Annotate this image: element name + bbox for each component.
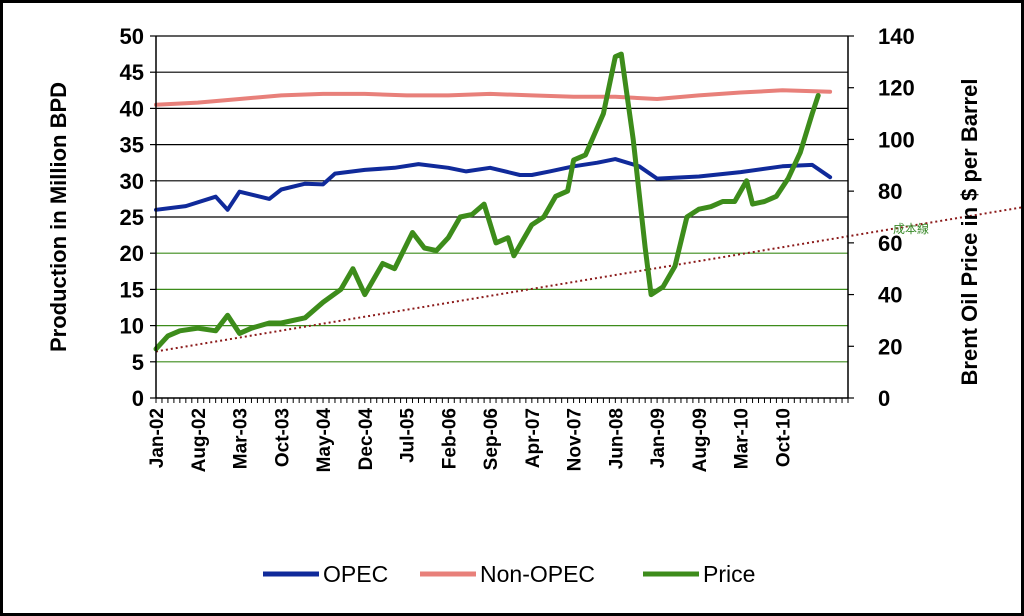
trend-line [155, 206, 1024, 353]
left-tick-label: 20 [120, 241, 144, 266]
left-tick-label: 30 [120, 169, 144, 194]
left-tick-label: 40 [120, 96, 144, 121]
x-tick-label: May-04 [314, 408, 335, 473]
left-tick-label: 45 [120, 60, 144, 85]
x-tick-label: Jan-09 [648, 408, 669, 468]
x-tick-label: Oct-03 [272, 408, 293, 467]
series-line-price [153, 51, 821, 352]
annotation-label: 成本線 [893, 221, 929, 236]
right-axis-ticks: 0 20 40 60 80 100 120 140 [848, 24, 915, 411]
x-tick-label: Feb-06 [439, 408, 460, 469]
x-tick-label: Aug-02 [189, 408, 210, 472]
x-tick-label: Jul-05 [398, 408, 419, 463]
right-tick-label: 80 [878, 179, 902, 204]
x-tick-label: Oct-10 [773, 408, 794, 467]
trend-line-group [155, 206, 1024, 353]
x-tick-label: Jun-08 [606, 408, 627, 469]
left-tick-label: 5 [132, 350, 144, 375]
gridlines [156, 35, 848, 363]
series-group [153, 51, 833, 352]
x-tick-label: Dec-04 [356, 408, 377, 471]
right-tick-label: 140 [878, 24, 915, 49]
x-tick-label: Jan-02 [147, 408, 168, 468]
series-line-opec [154, 157, 833, 212]
left-tick-label: 15 [120, 277, 144, 302]
right-tick-label: 120 [878, 76, 915, 101]
x-axis-ticks: Jan-02 Aug-02 Mar-03 Oct-03 May-04 Dec-04 Jul-… [147, 398, 849, 473]
left-tick-label: 35 [120, 133, 144, 158]
left-axis-title: Production in Million BPD [46, 82, 71, 352]
legend-label: OPEC [323, 561, 388, 587]
legend-label: Price [703, 561, 755, 587]
x-tick-label: Mar-10 [732, 408, 753, 469]
left-tick-label: 0 [132, 386, 144, 411]
left-tick-label: 10 [120, 314, 144, 339]
right-axis-title: Brent Oil Price in $ per Barrel [957, 79, 982, 386]
legend: OPEC Non-OPEC Price [263, 561, 755, 587]
x-tick-label: Apr-07 [523, 408, 544, 468]
left-tick-label: 25 [120, 205, 144, 230]
right-tick-label: 0 [878, 386, 890, 411]
x-tick-label: Aug-09 [690, 408, 711, 472]
right-tick-label: 60 [878, 231, 902, 256]
x-tick-label: Mar-03 [231, 408, 252, 469]
right-tick-label: 40 [878, 283, 902, 308]
left-axis-ticks: 0 5 10 15 20 25 30 35 40 45 50 [120, 24, 156, 411]
right-tick-label: 20 [878, 334, 902, 359]
left-tick-label: 50 [120, 24, 144, 49]
x-tick-label: Sep-06 [481, 408, 502, 470]
series-line-non-opec [154, 88, 833, 107]
right-tick-label: 100 [878, 127, 915, 152]
x-tick-label: Nov-07 [565, 408, 586, 471]
legend-label: Non-OPEC [480, 561, 595, 587]
